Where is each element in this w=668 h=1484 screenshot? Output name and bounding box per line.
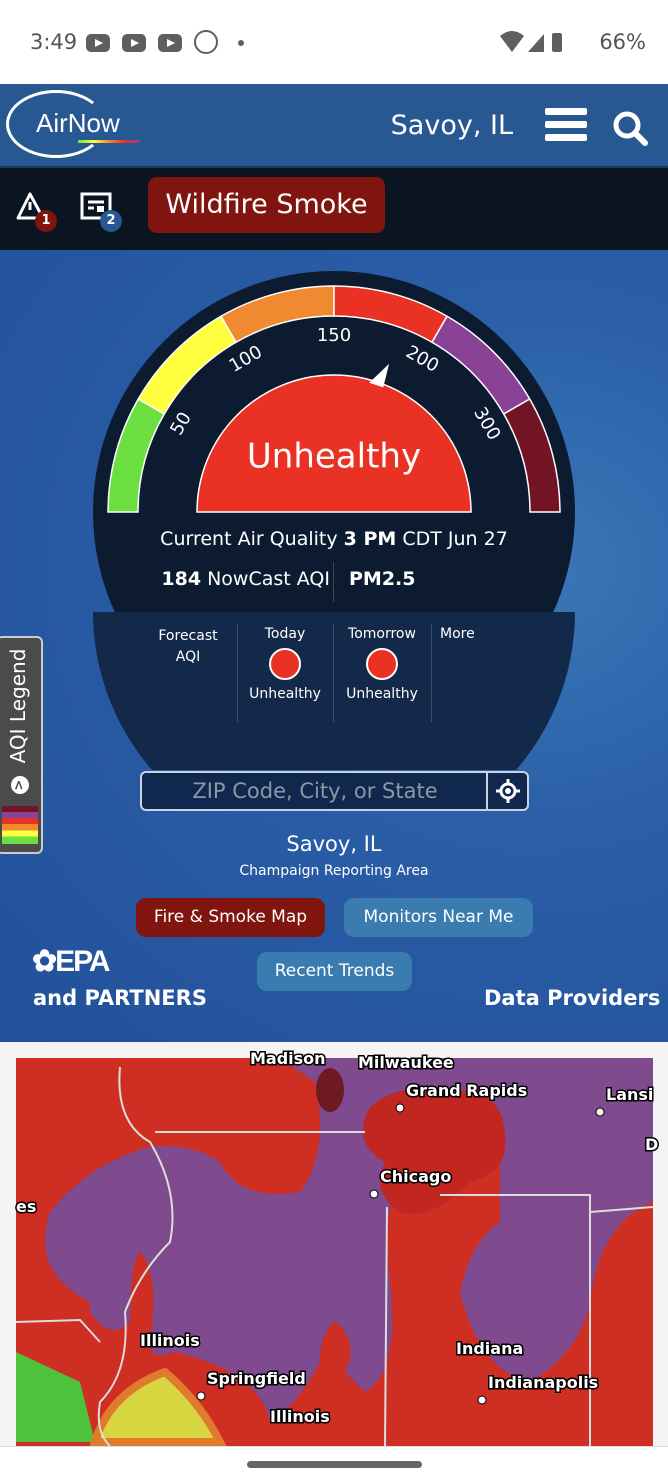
aqi-needle xyxy=(369,363,390,388)
pollutant: PM2.5 xyxy=(349,568,416,590)
g-app-icon xyxy=(194,30,218,54)
map-place-label: Chicago xyxy=(380,1167,451,1186)
alert-bar: 1 2 Wildfire Smoke xyxy=(0,168,668,250)
home-handle[interactable] xyxy=(247,1461,422,1468)
gauge-tick-label: 150 xyxy=(317,325,351,346)
city-dot xyxy=(369,1189,379,1199)
search-icon[interactable] xyxy=(612,110,648,146)
divider xyxy=(333,562,334,602)
youtube-icon xyxy=(158,34,182,52)
wifi-signal-battery-icons xyxy=(500,31,562,52)
current-air-quality: Current Air Quality 3 PM CDT Jun 27 xyxy=(160,528,508,550)
airnow-logo[interactable]: AirNow xyxy=(0,84,150,168)
city-dot xyxy=(395,1103,405,1113)
map-place-label: Indianapolis xyxy=(488,1373,598,1392)
legend-color-swatch xyxy=(2,806,38,844)
search-input[interactable] xyxy=(142,773,488,809)
news-icon[interactable] xyxy=(80,192,114,222)
map-place-label: D xyxy=(645,1135,658,1154)
map-place-label: Illinois xyxy=(270,1407,330,1426)
map-place-label: Grand Rapids xyxy=(406,1081,527,1100)
monitors-near-me-button[interactable]: Monitors Near Me xyxy=(344,898,533,937)
today-aqi-dot xyxy=(269,648,301,680)
map-place-label: Madison xyxy=(250,1049,326,1068)
map-place-label: es xyxy=(16,1197,36,1216)
warning-icon[interactable] xyxy=(16,192,46,220)
gauge-segment xyxy=(502,397,561,513)
locate-me-button[interactable] xyxy=(486,773,527,809)
reporting-area: Champaign Reporting Area xyxy=(239,863,429,879)
map-place-label: Indiana xyxy=(456,1339,523,1358)
city-dot xyxy=(196,1391,206,1401)
forecast-tomorrow[interactable]: Tomorrow Unhealthy xyxy=(346,626,418,702)
news-count-badge: 2 xyxy=(100,210,122,232)
fire-smoke-map-button[interactable]: Fire & Smoke Map xyxy=(136,898,325,937)
status-bar: 3:49 66% xyxy=(0,0,668,84)
forecast-panel-bg xyxy=(93,612,575,770)
and-partners: and PARTNERS xyxy=(33,986,207,1010)
partners-link[interactable]: PARTNERS xyxy=(84,986,207,1010)
clock: 3:49 xyxy=(30,30,78,54)
category-dome xyxy=(196,374,472,513)
tomorrow-aqi-dot xyxy=(366,648,398,680)
map-place-label: Illinois xyxy=(140,1331,200,1350)
recent-trends-button[interactable]: Recent Trends xyxy=(257,952,412,991)
forecast-today[interactable]: Today Unhealthy xyxy=(249,626,321,702)
alert-count-badge: 1 xyxy=(35,210,57,232)
gesture-nav-bar xyxy=(0,1446,668,1484)
aqi-legend-tab[interactable]: AQI Legend > xyxy=(0,636,43,854)
nowcast-aqi: 184 NowCast AQI xyxy=(161,568,330,590)
header-location[interactable]: Savoy, IL xyxy=(390,110,513,141)
map-place-label: Springfield xyxy=(207,1369,306,1388)
hero-section: 50 100 150 200 300 Unhealthy Current Air Qual… xyxy=(0,250,668,1042)
forecast-label: Forecast AQI xyxy=(158,628,218,665)
battery-percent: 66% xyxy=(599,30,646,54)
dot-icon xyxy=(238,40,244,46)
site-header: AirNow Savoy, IL xyxy=(0,84,668,168)
more-forecast-link[interactable]: More xyxy=(440,626,475,642)
map-place-label: Lansi xyxy=(606,1085,653,1104)
wildfire-smoke-button[interactable]: Wildfire Smoke xyxy=(148,177,385,233)
youtube-icon xyxy=(122,34,146,52)
chevron-icon: > xyxy=(11,776,29,794)
city-dot xyxy=(477,1395,487,1405)
map-image[interactable]: Madison Milwaukee Grand Rapids Lansi Chicago… xyxy=(0,1042,668,1446)
youtube-icon xyxy=(86,34,110,52)
category-label: Unhealthy xyxy=(247,437,421,477)
map-place-label: Milwaukee xyxy=(358,1053,454,1072)
location-name: Savoy, IL xyxy=(286,832,382,856)
city-dot xyxy=(595,1107,605,1117)
hamburger-menu-icon[interactable] xyxy=(545,108,587,142)
fire-smoke-map[interactable]: Madison Milwaukee Grand Rapids Lansi Chicago… xyxy=(0,1042,668,1446)
location-search xyxy=(140,771,529,811)
epa-logo[interactable]: ✿EPA xyxy=(32,945,111,978)
crosshair-icon xyxy=(496,779,520,803)
data-providers-link[interactable]: Data Providers xyxy=(484,986,661,1010)
